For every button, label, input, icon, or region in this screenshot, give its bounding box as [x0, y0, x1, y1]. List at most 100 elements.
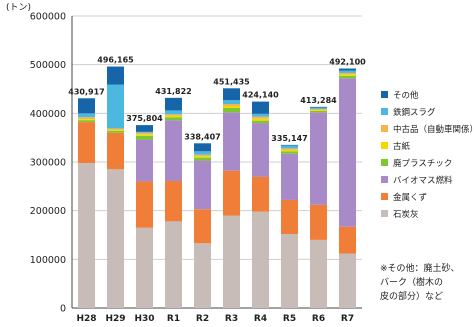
bar-segment	[339, 74, 356, 76]
bar-stack	[223, 88, 240, 308]
y-axis: 0 100000 200000 300000 400000 500000 600000	[30, 12, 362, 315]
bar-segment	[281, 145, 298, 149]
bar-stack	[107, 66, 124, 308]
legend-item: 古紙	[381, 141, 411, 152]
bar-segment	[281, 149, 298, 152]
bar-segment	[281, 148, 298, 150]
bar-stack	[310, 106, 327, 308]
bar-segment	[78, 120, 95, 123]
x-tick-label: R4	[254, 314, 267, 324]
bar-segment	[194, 151, 211, 155]
x-tick-label: H30	[134, 314, 154, 324]
y-unit-label: (トン)	[6, 3, 32, 13]
bar-segment	[136, 125, 153, 132]
bar-segment	[339, 75, 356, 79]
bar-segment	[107, 132, 124, 170]
bar-segment	[194, 154, 211, 157]
bar-segment	[78, 119, 95, 121]
bar-segment	[78, 122, 95, 163]
total-label: 335,147	[271, 134, 307, 143]
legend-item: 石炭灰	[381, 209, 419, 220]
bar-segment	[223, 170, 240, 216]
total-label: 431,822	[155, 87, 191, 96]
x-tick-label: R5	[283, 314, 296, 324]
bar-segment	[136, 132, 153, 135]
bar-segment	[339, 72, 356, 75]
legend-label: バイオマス燃料	[393, 175, 453, 186]
bar-segment	[136, 134, 153, 136]
bar-segment	[136, 139, 153, 182]
bar-segment	[310, 106, 327, 108]
total-label: 492,100	[329, 58, 366, 67]
bars	[78, 66, 356, 308]
x-tick-label: R3	[225, 314, 238, 324]
legend-item: 廃プラスチック	[381, 158, 452, 169]
bar-segment	[339, 226, 356, 254]
x-tick-label: R7	[341, 314, 354, 324]
bar-segment	[281, 234, 298, 308]
bar-segment	[252, 116, 269, 119]
legend-swatch	[381, 108, 388, 115]
bar-segment	[136, 135, 153, 140]
bar-segment	[78, 162, 95, 308]
bar-segment	[165, 221, 182, 308]
bar-segment	[78, 113, 95, 118]
bar-segment	[165, 97, 182, 111]
bar-segment	[252, 118, 269, 121]
bar-stack	[281, 144, 298, 308]
bar-segment	[223, 107, 240, 113]
bar-segment	[194, 160, 211, 210]
legend-label: 廃プラスチック	[393, 158, 452, 169]
bar-segment	[107, 84, 124, 129]
legend-swatch	[381, 125, 388, 132]
bar-segment	[281, 199, 298, 235]
x-tick-label: R1	[167, 314, 180, 324]
bar-segment	[165, 120, 182, 181]
legend-item: 金属くず	[381, 192, 427, 203]
bar-stack	[252, 101, 269, 308]
bar-segment	[165, 110, 182, 115]
bar-segment	[310, 239, 327, 308]
bar-segment	[165, 117, 182, 121]
y-tick-label: 500000	[30, 60, 66, 71]
legend-swatch	[381, 142, 388, 149]
legend-label: その他	[393, 90, 419, 101]
bar-segment	[194, 157, 211, 161]
bar-segment	[310, 108, 327, 110]
bar-stack	[194, 143, 211, 308]
legend-label: 金属くず	[393, 192, 427, 203]
bar-segment	[136, 131, 153, 133]
x-axis: H28 H29 H30 R1 R2 R3 R4 R5 R6 R7	[76, 314, 354, 324]
total-label: 430,917	[68, 87, 104, 96]
legend-item: バイオマス燃料	[381, 175, 453, 186]
bar-segment	[339, 78, 356, 227]
legend-label: 石炭灰	[393, 209, 419, 220]
bar-segment	[107, 66, 124, 85]
y-tick-label: 600000	[30, 12, 66, 23]
bar-segment	[339, 68, 356, 71]
bar-segment	[252, 176, 269, 212]
bar-segment	[310, 109, 327, 111]
x-tick-label: H28	[76, 314, 96, 324]
x-tick-label: R2	[196, 314, 209, 324]
bar-segment	[223, 100, 240, 105]
bar-segment	[194, 243, 211, 308]
bar-segment	[281, 144, 298, 146]
bar-segment	[165, 114, 182, 116]
bar-segment	[136, 181, 153, 228]
bar-segment	[281, 153, 298, 200]
bar-segment	[165, 180, 182, 222]
bar-stack	[339, 68, 356, 308]
bar-segment	[194, 143, 211, 152]
legend-swatch	[381, 159, 388, 166]
bar-segment	[194, 156, 211, 158]
bar-segment	[310, 107, 327, 109]
bar-segment	[252, 113, 269, 117]
bar-segment	[78, 117, 95, 120]
legend-item: 鉄鋼スラグ	[381, 107, 436, 118]
bar-segment	[223, 104, 240, 107]
bar-segment	[223, 88, 240, 101]
bar-segment	[223, 112, 240, 171]
